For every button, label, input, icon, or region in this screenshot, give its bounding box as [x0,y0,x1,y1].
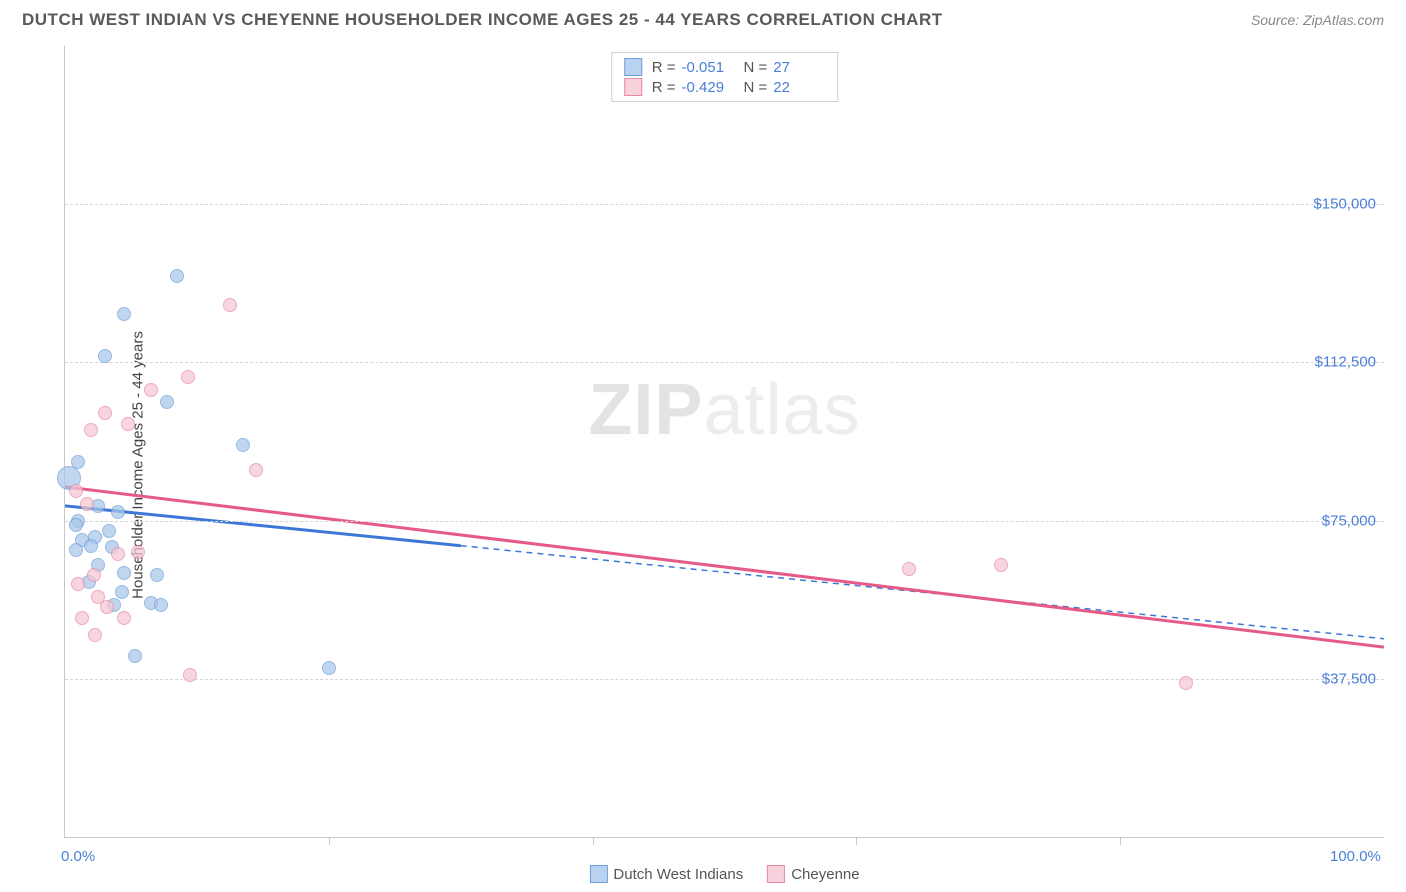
gridline-h [65,362,1384,363]
series-legend: Dutch West Indians Cheyenne [589,865,859,883]
ytick-label: $112,500 [1315,354,1376,371]
point-dwi [322,661,336,675]
gridline-h [65,521,1384,522]
chart-title: DUTCH WEST INDIAN VS CHEYENNE HOUSEHOLDE… [22,10,943,30]
xtick-minor [1120,837,1121,845]
xtick-minor [593,837,594,845]
point-cheyenne [111,547,125,561]
point-cheyenne [994,558,1008,572]
source-attribution: Source: ZipAtlas.com [1251,12,1384,28]
n-value-cheyenne: 22 [773,79,825,96]
chart-container: Householder Income Ages 25 - 44 years ZI… [22,46,1384,884]
point-dwi [111,505,125,519]
correlation-legend: R = -0.051 N = 27 R = -0.429 N = 22 [611,52,839,102]
watermark-bold: ZIP [588,370,703,450]
point-cheyenne [71,577,85,591]
n-label: N = [744,79,768,96]
r-label: R = [652,59,676,76]
swatch-dwi [624,58,642,76]
gridline-h [65,204,1384,205]
n-label: N = [744,59,768,76]
legend-row-cheyenne: R = -0.429 N = 22 [624,77,826,97]
r-value-dwi: -0.051 [682,59,734,76]
point-cheyenne [902,562,916,576]
point-cheyenne [87,568,101,582]
point-cheyenne [249,463,263,477]
point-cheyenne [117,611,131,625]
trend-lines-svg [65,46,1384,837]
xtick-minor [329,837,330,845]
point-cheyenne [181,370,195,384]
r-label: R = [652,79,676,96]
legend-item-cheyenne: Cheyenne [767,865,859,883]
point-cheyenne [84,423,98,437]
ytick-label: $75,000 [1322,512,1376,529]
r-value-cheyenne: -0.429 [682,79,734,96]
n-value-dwi: 27 [773,59,825,76]
ytick-label: $150,000 [1313,196,1376,213]
point-cheyenne [75,611,89,625]
point-cheyenne [131,545,145,559]
point-dwi [69,518,83,532]
swatch-cheyenne-bottom [767,865,785,883]
point-dwi [150,568,164,582]
point-dwi [236,438,250,452]
point-cheyenne [144,383,158,397]
legend-row-dwi: R = -0.051 N = 27 [624,57,826,77]
point-dwi [71,455,85,469]
xtick-label: 100.0% [1330,848,1381,865]
point-dwi [154,598,168,612]
legend-label-cheyenne: Cheyenne [791,866,859,883]
watermark: ZIPatlas [588,369,860,451]
point-dwi [117,566,131,580]
point-cheyenne [183,668,197,682]
point-dwi [115,585,129,599]
ytick-label: $37,500 [1322,670,1376,687]
swatch-cheyenne [624,78,642,96]
point-dwi [160,395,174,409]
point-cheyenne [88,628,102,642]
header: DUTCH WEST INDIAN VS CHEYENNE HOUSEHOLDE… [0,0,1406,40]
point-cheyenne [100,600,114,614]
legend-label-dwi: Dutch West Indians [613,866,743,883]
point-cheyenne [1179,676,1193,690]
point-dwi [102,524,116,538]
point-dwi [69,543,83,557]
watermark-light: atlas [703,370,860,450]
point-cheyenne [69,484,83,498]
point-dwi [128,649,142,663]
point-cheyenne [80,497,94,511]
legend-item-dwi: Dutch West Indians [589,865,743,883]
point-dwi [98,349,112,363]
point-dwi [84,539,98,553]
point-cheyenne [98,406,112,420]
plot-area: ZIPatlas R = -0.051 N = 27 R = -0.429 N … [64,46,1384,838]
point-dwi [170,269,184,283]
xtick-label: 0.0% [61,848,95,865]
point-cheyenne [121,417,135,431]
xtick-minor [856,837,857,845]
swatch-dwi-bottom [589,865,607,883]
point-dwi [117,307,131,321]
point-cheyenne [223,298,237,312]
